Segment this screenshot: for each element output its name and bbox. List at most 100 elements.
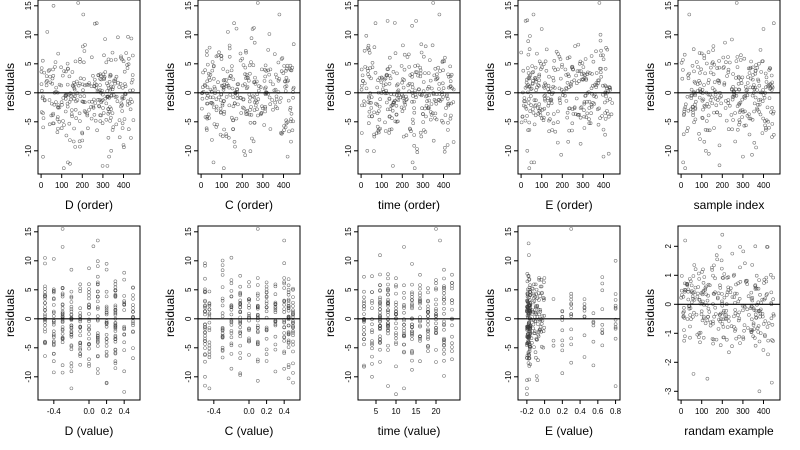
point xyxy=(528,87,533,92)
point xyxy=(754,63,758,67)
point xyxy=(286,363,291,367)
point xyxy=(527,166,532,170)
point xyxy=(738,265,742,270)
point xyxy=(415,150,420,154)
point xyxy=(410,358,414,363)
point xyxy=(400,109,405,113)
point xyxy=(726,285,730,290)
point xyxy=(59,100,64,104)
point xyxy=(78,363,82,367)
point xyxy=(96,336,100,340)
point xyxy=(218,132,223,137)
point xyxy=(526,71,531,75)
point xyxy=(55,130,60,134)
point xyxy=(551,338,556,343)
point xyxy=(232,101,237,105)
point xyxy=(570,65,575,69)
point xyxy=(276,60,281,65)
point xyxy=(203,68,207,72)
point xyxy=(724,309,729,313)
point xyxy=(69,304,74,309)
x-tick-label: -0.4 xyxy=(47,407,61,416)
point xyxy=(542,280,546,285)
point xyxy=(367,51,372,55)
point xyxy=(530,308,534,312)
point xyxy=(536,333,540,337)
point xyxy=(546,112,550,116)
x-axis-title: C (order) xyxy=(225,198,273,212)
x-axis-title: E (order) xyxy=(545,198,592,212)
point xyxy=(722,272,727,276)
point xyxy=(117,85,121,89)
point xyxy=(60,302,65,307)
point xyxy=(527,347,532,351)
point xyxy=(543,59,548,64)
point xyxy=(532,293,537,297)
point xyxy=(52,351,56,356)
point xyxy=(214,125,219,129)
point xyxy=(590,72,594,76)
point xyxy=(591,321,596,325)
point xyxy=(550,128,554,132)
point xyxy=(362,307,366,312)
y-tick-label: 10 xyxy=(24,256,33,265)
point xyxy=(433,67,438,71)
point xyxy=(706,50,711,54)
point xyxy=(131,306,135,310)
y-tick-label: 15 xyxy=(344,227,353,236)
plot-frame xyxy=(197,0,301,175)
point xyxy=(691,105,695,109)
point xyxy=(370,375,374,379)
point xyxy=(697,51,702,55)
point xyxy=(750,153,754,157)
y-tick-label: 5 xyxy=(504,287,513,292)
point xyxy=(534,88,538,92)
point xyxy=(257,88,261,93)
point xyxy=(70,114,74,119)
y-tick-label: 0 xyxy=(344,316,353,321)
point xyxy=(589,86,594,91)
point xyxy=(410,329,414,334)
point xyxy=(248,149,253,153)
point xyxy=(87,342,91,346)
point xyxy=(123,82,127,86)
point xyxy=(727,350,731,355)
point xyxy=(531,326,535,331)
point xyxy=(720,276,725,280)
point xyxy=(247,284,251,289)
point xyxy=(686,297,691,302)
point xyxy=(417,87,421,91)
point xyxy=(425,86,430,91)
point xyxy=(264,347,269,352)
point xyxy=(741,249,746,254)
point xyxy=(681,160,685,165)
point xyxy=(286,332,291,336)
point xyxy=(737,310,741,315)
point xyxy=(743,261,747,266)
point xyxy=(291,339,295,344)
point xyxy=(363,65,367,69)
point xyxy=(764,75,769,80)
point xyxy=(413,64,417,68)
point xyxy=(772,21,776,25)
point xyxy=(699,90,703,94)
point xyxy=(441,95,445,99)
point xyxy=(279,96,283,100)
point xyxy=(441,86,446,90)
point xyxy=(571,112,576,116)
point xyxy=(207,71,211,76)
point xyxy=(699,309,704,314)
point xyxy=(692,310,696,315)
point xyxy=(706,306,711,311)
point xyxy=(765,105,770,110)
point xyxy=(247,280,251,284)
point xyxy=(569,360,573,365)
point xyxy=(69,300,74,304)
point xyxy=(385,19,390,23)
point xyxy=(372,45,377,49)
point xyxy=(533,282,538,287)
point xyxy=(43,261,47,266)
point xyxy=(378,283,382,287)
point xyxy=(730,95,735,99)
point xyxy=(46,69,51,73)
